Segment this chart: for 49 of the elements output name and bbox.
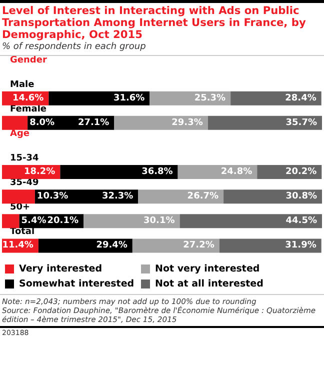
legend-label: Very interested [19, 264, 102, 274]
bar [84, 214, 180, 228]
data-label: 14.6% [12, 93, 44, 104]
data-label: 31.9% [285, 240, 316, 251]
data-label: 10.3% [36, 192, 68, 202]
bar [224, 190, 322, 204]
data-label: 20.2% [285, 167, 317, 178]
data-label: 5.4% [21, 216, 46, 226]
bar [2, 214, 20, 228]
bar [114, 116, 208, 130]
data-label: 30.1% [144, 216, 175, 226]
data-label: 24.8% [220, 167, 252, 178]
bar [230, 91, 322, 106]
y-tick-label: Male [10, 80, 34, 90]
bar [132, 238, 220, 253]
data-label: 8.0% [30, 118, 55, 128]
bar [138, 190, 224, 204]
bar [2, 116, 28, 130]
data-label: 25.3% [194, 93, 226, 104]
data-label: 18.2% [24, 167, 56, 178]
data-label: 29.3% [172, 118, 203, 128]
y-tick-label: Female [10, 104, 47, 114]
data-label: 26.7% [187, 192, 219, 202]
bar [2, 190, 35, 204]
data-label: 27.2% [183, 240, 214, 251]
chart-title: Level of Interest in Interacting with Ads on Public Transportation Among Internet Users in France, by Demographic, Oct 2015 [0, 0, 324, 41]
data-label: 20.1% [47, 216, 79, 226]
legend-label: Not very interested [155, 264, 260, 274]
bar [38, 238, 132, 253]
legend-label: Somewhat interested [19, 278, 134, 290]
data-label: 31.6% [113, 93, 145, 104]
legend-label: Not at all interested [155, 278, 264, 290]
data-label: 35.7% [286, 118, 317, 128]
data-label: 11.4% [2, 240, 34, 251]
bar [208, 116, 322, 130]
y-tick-label: 15-34 [10, 154, 39, 164]
y-tick-label: Age [10, 128, 30, 139]
bar [48, 91, 150, 106]
data-label: 29.4% [96, 240, 128, 251]
data-label: 36.8% [142, 167, 173, 178]
data-label: 30.8% [286, 192, 317, 202]
data-label: 27.1% [78, 118, 110, 128]
data-label: 44.5% [286, 216, 317, 226]
data-label: 32.3% [102, 192, 134, 202]
data-label: 28.4% [285, 93, 316, 104]
chart-subtitle: % of respondents in each group [0, 41, 324, 56]
bar [60, 165, 178, 180]
bar [219, 238, 322, 253]
bar [180, 214, 322, 228]
